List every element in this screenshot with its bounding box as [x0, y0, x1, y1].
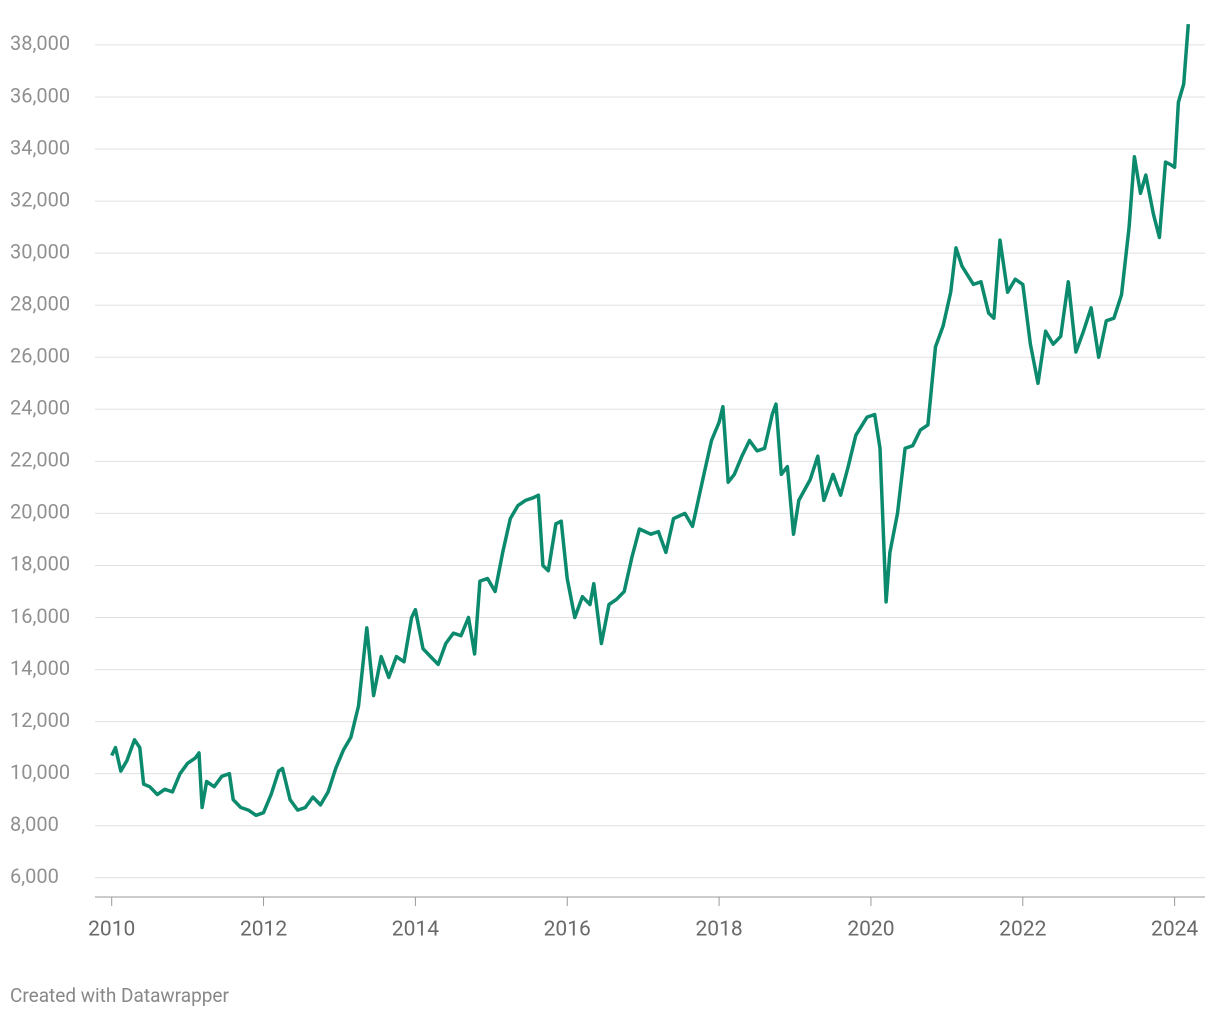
x-tick-label: 2024 [1151, 918, 1198, 942]
x-tick-label: 2022 [999, 918, 1046, 942]
y-tick-label: 26,000 [10, 344, 70, 368]
footer: Created with Datawrapper [10, 984, 229, 1007]
y-tick-label: 8,000 [10, 812, 59, 836]
x-tick-label: 2010 [88, 918, 135, 942]
x-tick-label: 2020 [847, 918, 894, 942]
y-tick-label: 28,000 [10, 291, 70, 315]
y-tick-label: 22,000 [10, 448, 70, 472]
x-tick-label: 2014 [392, 918, 439, 942]
y-tick-label: 14,000 [10, 656, 70, 680]
y-tick-label: 6,000 [10, 864, 59, 888]
y-tick-label: 12,000 [10, 708, 70, 732]
x-tick-label: 2016 [544, 918, 591, 942]
y-tick-label: 10,000 [10, 760, 70, 784]
y-tick-label: 20,000 [10, 500, 70, 524]
y-tick-label: 38,000 [10, 31, 70, 55]
line [110, 23, 1191, 818]
x-tick-label: 2018 [695, 918, 742, 942]
y-tick-label: 24,000 [10, 396, 70, 420]
x-tick-label: 2012 [240, 918, 287, 942]
y-tick-label: 16,000 [10, 604, 70, 628]
y-tick-label: 30,000 [10, 239, 70, 263]
y-tick-label: 36,000 [10, 83, 70, 107]
y-tick-label: 32,000 [10, 187, 70, 211]
y-tick-label: 18,000 [10, 552, 70, 576]
y-tick-label: 34,000 [10, 135, 70, 159]
